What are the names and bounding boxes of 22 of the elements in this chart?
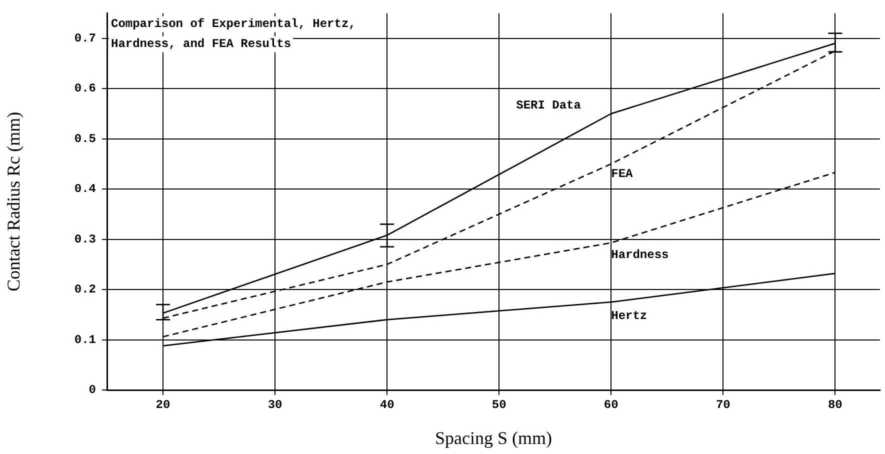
y-tick-label: 0.2	[74, 282, 96, 297]
x-tick-label: 60	[604, 398, 618, 412]
y-tick-label: 0.6	[74, 82, 96, 96]
series-label: Hertz	[611, 309, 648, 324]
x-axis-title: Spacing S (mm)	[435, 428, 552, 448]
y-tick-label: 0.1	[74, 332, 96, 347]
series-label: Hardness	[611, 248, 669, 262]
text: Comparison of Experimental, Hertz, Hardness, and FEA Results	[111, 17, 356, 52]
y-tick-label: 0.5	[74, 132, 96, 146]
x-tick-label: 80	[828, 398, 842, 412]
y-tick-label: 0.4	[74, 182, 96, 196]
x-tick-label: 40	[380, 398, 394, 412]
y-tick-label: 0.3	[74, 232, 96, 246]
series-label: SERI Data	[516, 98, 581, 113]
series-label: FEA	[611, 166, 634, 181]
y-tick-label: 0.7	[74, 31, 96, 46]
x-tick-label: 50	[492, 398, 506, 412]
y-tick-label: 0	[88, 383, 96, 398]
x-tick-label: 20	[156, 398, 170, 412]
x-tick-label: 70	[716, 398, 730, 412]
y-axis-title: Contact Radius Rc (mm)	[4, 112, 24, 292]
x-tick-label: 30	[268, 398, 282, 412]
